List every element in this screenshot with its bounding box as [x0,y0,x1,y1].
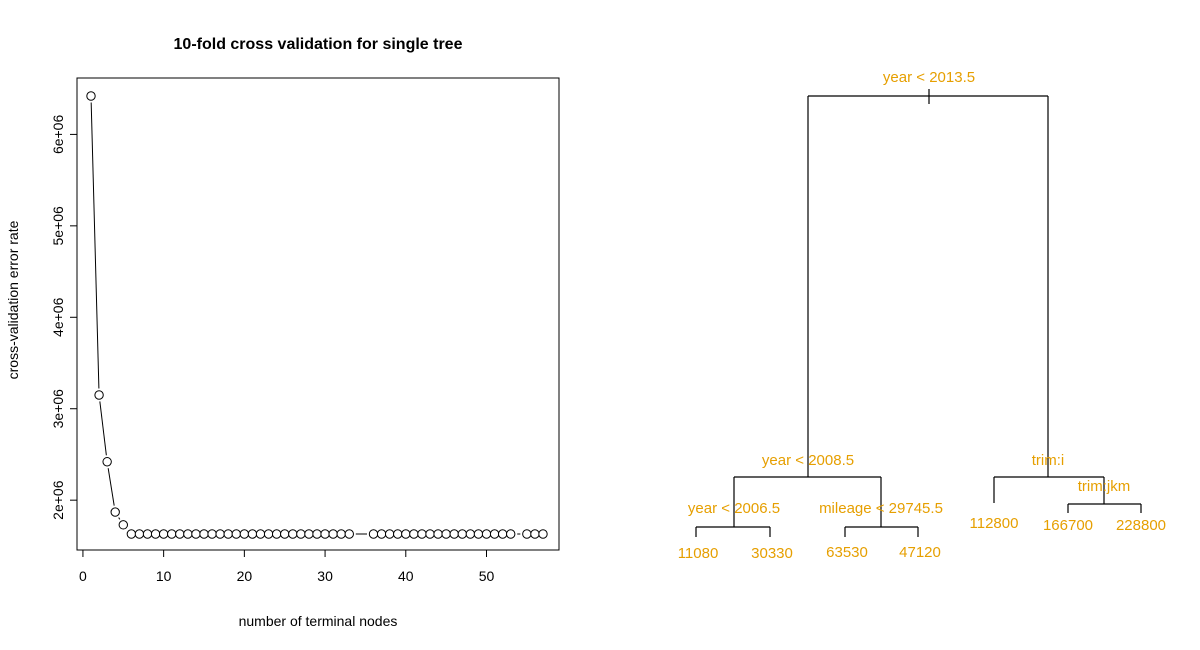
x-tick-label: 40 [398,568,414,584]
cv-point [126,529,137,539]
cv-point [473,529,484,539]
x-tick-label: 10 [156,568,172,584]
chart-title: 10-fold cross validation for single tree [174,36,463,53]
split-label-left: year < 2008.5 [762,452,854,469]
y-tick-label: 2e+06 [50,480,66,520]
cv-point [110,507,120,517]
cv-point [538,529,548,539]
cv-point [497,529,508,539]
x-tick-label: 20 [237,568,253,584]
cv-point [417,529,427,539]
split-label-leftright: mileage < 29745.5 [819,500,943,517]
cv-point [86,91,96,101]
y-tick-label: 3e+06 [50,389,66,429]
cv-point [328,529,338,539]
cv-point [134,529,145,539]
split-label-right: trim:i [1032,452,1065,469]
y-tick-label: 5e+06 [50,206,66,246]
cv-point [296,529,306,539]
x-axis: 0 10 20 30 40 50 [79,549,495,584]
cv-point [263,529,274,539]
cv-line-segment [107,468,115,506]
split-label-root: year < 2013.5 [883,69,975,86]
x-tick-label: 0 [79,568,87,584]
cv-point [433,529,443,539]
cv-point [94,390,104,400]
cv-series-line [90,102,521,535]
tree-branches [695,89,1142,537]
cv-point [344,529,354,539]
cv-point [158,529,169,539]
x-tick-label: 50 [479,568,495,584]
split-label-rightright: trim:jkm [1078,478,1131,495]
plot-frame [76,77,560,551]
cv-point [401,529,411,539]
cv-point [191,529,201,539]
cv-point [489,529,500,539]
cv-point [376,529,387,539]
cv-point [481,529,492,539]
leaf-label-7: 228800 [1116,517,1166,534]
x-axis-label: number of terminal nodes [239,613,398,629]
cv-point [199,529,209,539]
cv-line-segment [118,517,121,520]
leaf-label-2: 30330 [751,545,793,562]
y-axis: 2e+06 3e+06 4e+06 5e+06 6e+06 [50,115,77,520]
cv-point [150,529,161,539]
cv-point [441,529,451,539]
cv-point [207,529,217,539]
cv-point [304,529,314,539]
cv-point [271,529,282,539]
cv-point [506,529,516,539]
tree-panel: year < 2013.5 year < 2008.5 trim:i year … [678,69,1166,562]
cv-point [247,529,258,539]
y-axis-label: cross-validation error rate [5,220,21,379]
split-label-leftleft: year < 2006.5 [688,500,780,517]
cv-point [215,529,225,539]
cv-point [280,529,290,539]
cv-point [409,529,419,539]
cv-point [425,529,435,539]
cv-point [239,529,250,539]
cv-point [167,529,177,539]
cv-point [522,529,532,539]
cv-plot-panel: 10-fold cross validation for single tree… [5,36,560,629]
cv-point [255,529,266,539]
cv-point [449,529,459,539]
cv-point [175,529,185,539]
cv-line-segment [99,401,107,456]
leaf-label-1: 11080 [678,545,719,562]
cv-point [465,529,476,539]
cv-point [530,529,540,539]
leaf-label-4: 47120 [899,544,941,561]
cv-point [457,529,467,539]
cv-series-points [86,91,548,539]
cv-point [393,529,403,539]
cv-point [336,529,346,539]
cv-point [183,529,193,539]
leaf-label-5: 112800 [970,515,1019,532]
cv-point [118,520,128,530]
leaf-label-6: 166700 [1043,517,1093,534]
cv-point [312,529,322,539]
y-tick-label: 4e+06 [50,297,66,337]
leaf-label-3: 63530 [826,544,868,561]
x-tick-label: 30 [317,568,333,584]
cv-line-segment [90,102,100,389]
cv-point [288,529,298,539]
cv-point [384,529,395,539]
cv-point [102,457,112,467]
cv-point [320,529,330,539]
tree-labels: year < 2013.5 year < 2008.5 trim:i year … [678,69,1166,562]
cv-point [223,529,233,539]
y-tick-label: 6e+06 [50,115,66,155]
cv-point [368,529,379,539]
cv-point [231,529,241,539]
cv-point [142,529,153,539]
